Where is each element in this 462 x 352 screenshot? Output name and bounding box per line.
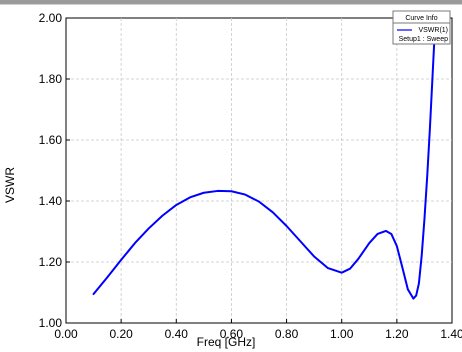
y-tick-label: 1.60 xyxy=(39,133,63,147)
window-top-bar xyxy=(0,0,462,4)
x-tick-label: 0.00 xyxy=(54,327,78,341)
y-tick-label: 1.40 xyxy=(39,194,63,208)
legend[interactable]: Curve Info VSWR(1) Setup1 : Sweep xyxy=(392,10,451,45)
curves xyxy=(92,17,437,300)
series-line-vswr xyxy=(92,17,437,300)
x-tick-label: 0.80 xyxy=(275,327,299,341)
legend-series-name: VSWR(1) xyxy=(418,27,448,34)
legend-series-setup: Setup1 : Sweep xyxy=(399,36,449,43)
x-tick-label: 1.00 xyxy=(330,327,354,341)
x-tick-label: 0.20 xyxy=(109,327,133,341)
legend-title: Curve Info xyxy=(405,15,437,22)
x-axis-title: Freq [GHz] xyxy=(197,335,256,349)
x-tick-label: 0.40 xyxy=(165,327,189,341)
y-tick-label: 1.00 xyxy=(39,316,63,330)
grid xyxy=(66,18,452,323)
x-tick-label: 1.40 xyxy=(440,327,462,341)
y-tick-label: 2.00 xyxy=(39,11,63,25)
y-tick-label: 1.20 xyxy=(39,255,63,269)
axis-ticks: 0.00 0.20 0.40 0.60 0.80 1.00 1.20 1.40 1.00 1.20… xyxy=(39,11,462,341)
legend-frame xyxy=(392,10,451,45)
x-tick-label: 0.60 xyxy=(220,327,244,341)
plot-area xyxy=(65,17,453,324)
y-tick-label: 1.80 xyxy=(39,72,63,86)
window-top-border xyxy=(0,4,462,5)
x-tick-label: 1.20 xyxy=(385,327,409,341)
y-axis-title: VSWR xyxy=(3,167,17,203)
